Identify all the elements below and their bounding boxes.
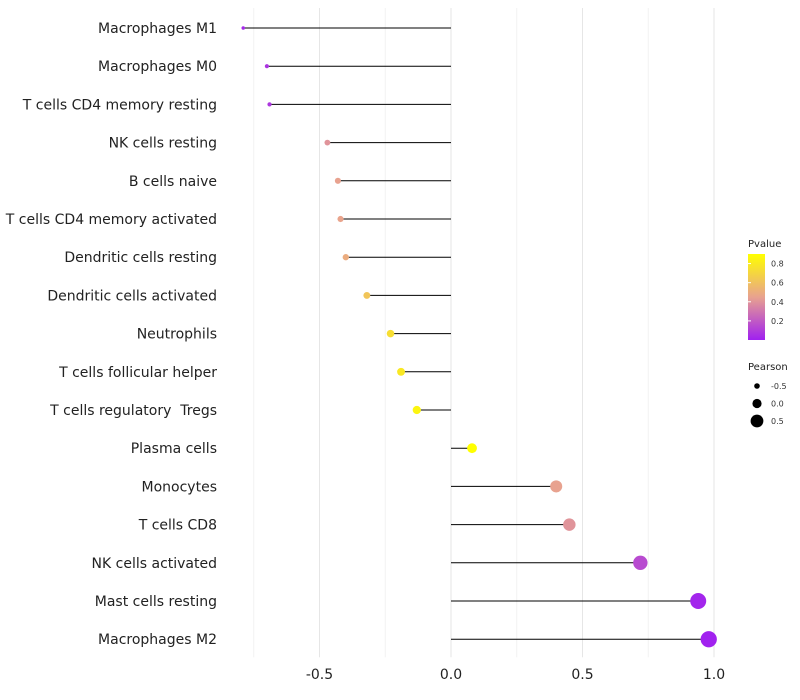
pvalue-legend: Pvalue 0.2 0.4 0.6 0.8	[748, 239, 784, 340]
grid-lines	[253, 8, 715, 658]
lollipop-dot	[386, 329, 395, 338]
category-label: Mast cells resting	[95, 594, 217, 610]
lollipop-dot	[397, 367, 405, 376]
x-tick-label: 1.0	[703, 667, 725, 683]
x-axis-ticks: -0.5 0.0 0.5 1.0	[306, 667, 725, 683]
pearson-legend-label: 0.5	[771, 417, 784, 426]
lollipop-dot	[264, 64, 269, 69]
category-label: NK cells activated	[92, 556, 217, 572]
pvalue-legend-tick-label: 0.4	[771, 298, 784, 307]
category-labels: Macrophages M1 Macrophages M0 T cells CD4 …	[5, 21, 217, 648]
lollipop-dot	[700, 631, 717, 648]
category-label: Plasma cells	[131, 441, 217, 457]
pearson-legend-label: 0.0	[771, 400, 784, 409]
lollipop-dots	[241, 26, 717, 648]
lollipop-dot	[337, 215, 344, 223]
category-label: Dendritic cells activated	[47, 288, 217, 304]
pearson-legend-label: -0.5	[771, 382, 787, 391]
pearson-legend-dot	[754, 383, 760, 389]
pvalue-colorbar	[748, 254, 765, 340]
category-label: Monocytes	[142, 479, 217, 495]
category-label: T cells CD4 memory resting	[22, 97, 217, 113]
pvalue-legend-tick-label: 0.6	[771, 279, 784, 288]
lollipop-dot	[550, 480, 563, 493]
category-label: T cells CD4 memory activated	[5, 212, 217, 228]
category-label: T cells CD8	[138, 518, 217, 534]
lollipop-dot	[334, 177, 341, 184]
lollipop-dot	[324, 139, 331, 146]
lollipop-stems	[243, 27, 709, 640]
category-label: T cells follicular helper	[58, 365, 217, 381]
category-label: Dendritic cells resting	[64, 250, 217, 266]
lollipop-dot	[467, 443, 477, 454]
lollipop-dot	[633, 555, 648, 570]
lollipop-dot	[363, 291, 371, 299]
pearson-legend-title: Pearson	[748, 362, 788, 373]
pearson-legend: Pearson -0.5 0.0 0.5	[748, 362, 788, 428]
lollipop-dot	[690, 593, 707, 609]
pvalue-legend-title: Pvalue	[748, 239, 781, 250]
category-label: Macrophages M0	[98, 59, 217, 75]
lollipop-dot	[342, 254, 349, 261]
pvalue-legend-tick-label: 0.8	[771, 260, 784, 269]
pearson-legend-dot	[752, 398, 762, 409]
pearson-legend-dot	[750, 414, 764, 428]
category-label: T cells regulatory Tregs	[49, 403, 217, 419]
x-tick-label: -0.5	[306, 667, 333, 683]
category-label: Macrophages M1	[98, 21, 217, 37]
lollipop-dot	[267, 102, 272, 107]
category-label: B cells naive	[129, 174, 217, 190]
pvalue-legend-tick-label: 0.2	[771, 317, 784, 326]
category-label: NK cells resting	[109, 136, 217, 152]
lollipop-dot	[412, 405, 421, 415]
category-label: Macrophages M2	[98, 632, 217, 648]
x-tick-label: 0.0	[440, 667, 462, 683]
category-label: Neutrophils	[137, 327, 217, 343]
lollipop-dot	[241, 26, 245, 30]
x-tick-label: 0.5	[571, 667, 593, 683]
lollipop-dot	[563, 518, 576, 531]
